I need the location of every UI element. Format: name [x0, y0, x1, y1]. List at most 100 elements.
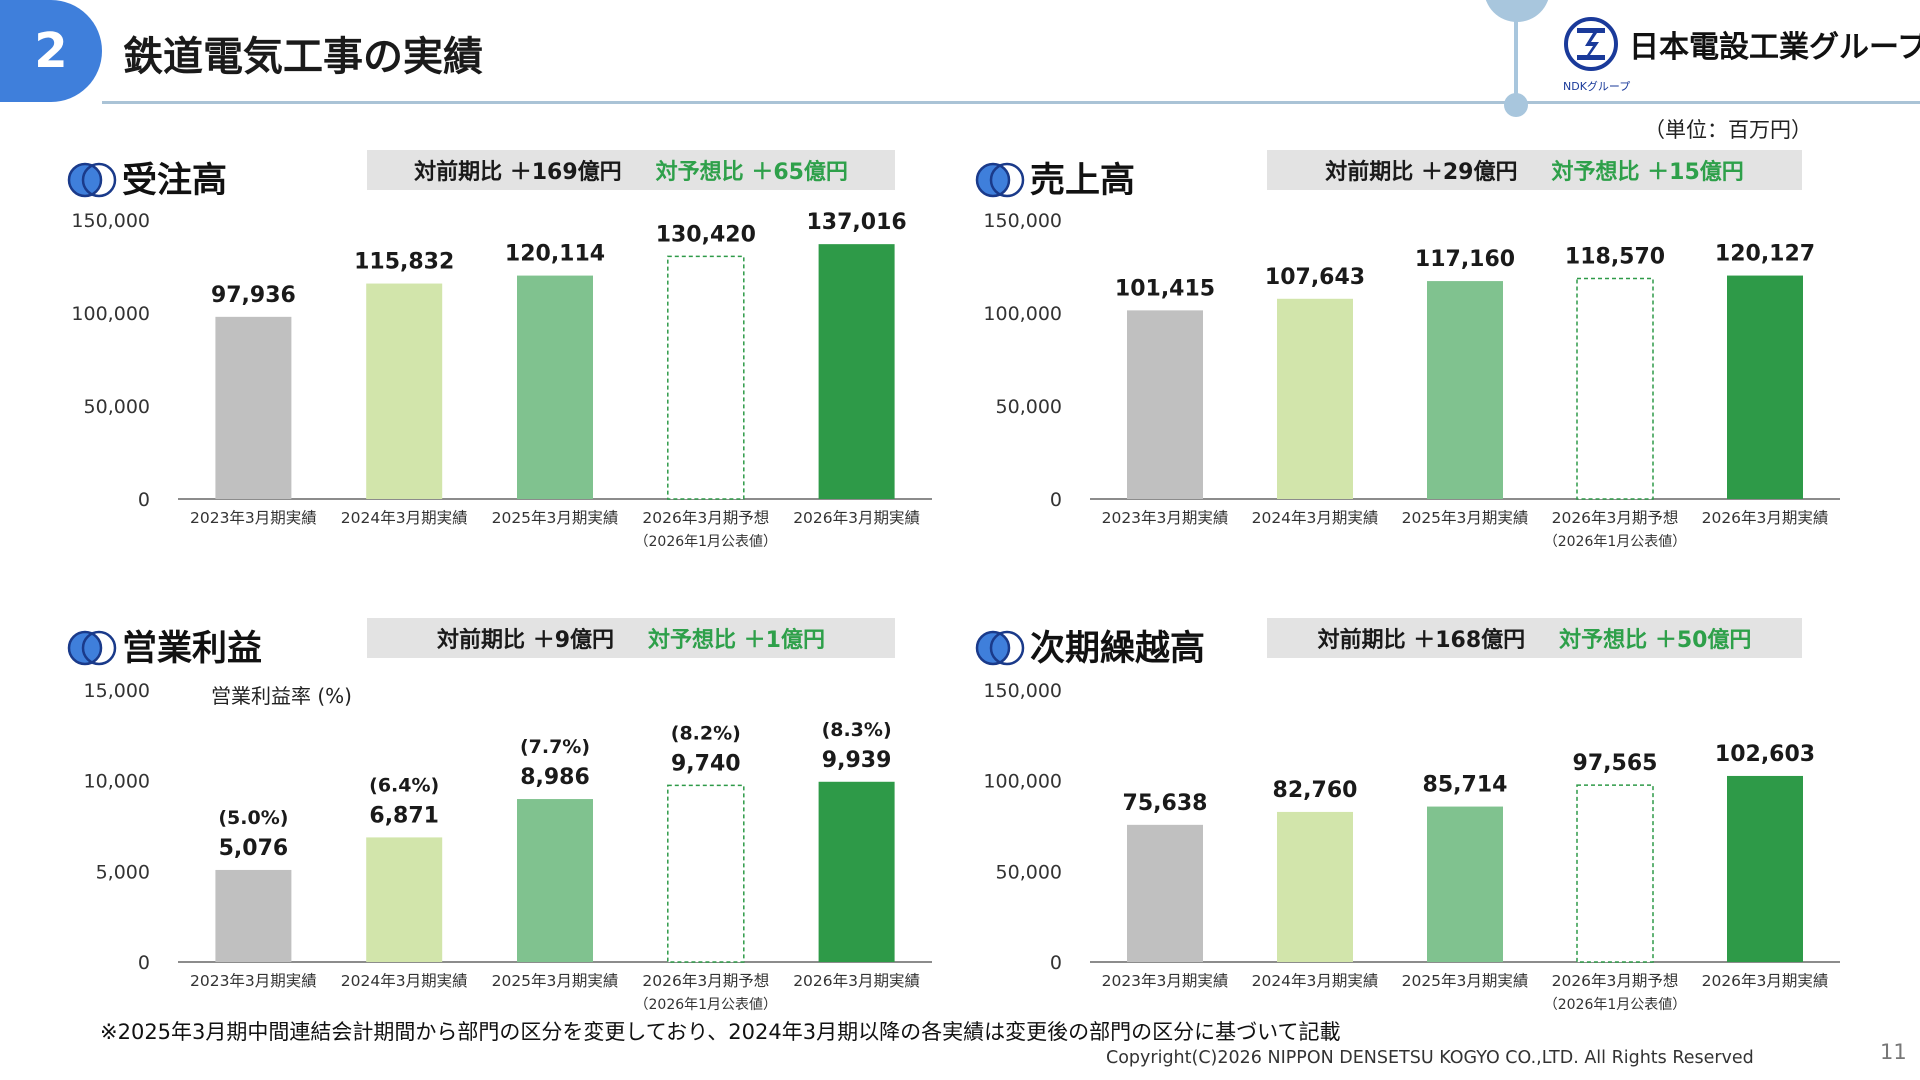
bar [1127, 310, 1203, 499]
x-category-sublabel: （2026年1月公表値） [1544, 534, 1687, 550]
bar [517, 275, 593, 499]
header-divider [102, 101, 1920, 104]
forecast-comparison: 対予想比 ＋15億円 [1551, 160, 1744, 185]
comparison-box: 対前期比 ＋168億円 対予想比 ＋50億円 [1267, 618, 1802, 658]
comparison-box: 対前期比 ＋169億円 対予想比 ＋65億円 [367, 150, 895, 190]
panel-title: 受注高 [122, 161, 228, 201]
double-circle-icon [975, 162, 1025, 198]
section-number: 2 [34, 23, 68, 79]
bar-forecast [667, 784, 745, 963]
operating-income-panel: 営業利益 対前期比 ＋9億円 対予想比 ＋1億円 0 5,000 10,000 15,… [66, 612, 946, 1032]
y-tick-label: 150,000 [983, 210, 1062, 232]
y-tick-label: 50,000 [996, 861, 1062, 883]
y-tick-label: 0 [1050, 489, 1062, 511]
page-number: 11 [1880, 1040, 1907, 1064]
forecast-comparison: 対予想比 ＋50億円 [1559, 628, 1752, 653]
y-tick-label: 50,000 [84, 396, 150, 418]
bar-value-label: 107,643 [1265, 265, 1365, 290]
x-category-label: 2026年3月期予想 [1552, 972, 1679, 990]
x-category-label: 2026年3月期実績 [793, 972, 920, 990]
bar [215, 869, 292, 962]
bar [1427, 281, 1503, 499]
header-decoration-dot [1504, 93, 1528, 117]
x-category-label: 2025年3月期実績 [1402, 509, 1529, 527]
bar [1727, 275, 1803, 499]
order-backlog-bar-chart: 0 50,000 100,000 150,000 75,638 2023年3月期実績 82,… [983, 680, 1840, 1013]
net-sales-bar-chart: 0 50,000 100,000 150,000 101,415 2023年3月期実績 10… [983, 210, 1840, 550]
margin-label: (7.7%) [520, 736, 590, 758]
bar-value-label: 5,076 [219, 836, 289, 861]
bar [1427, 806, 1503, 962]
header-decoration-stem [1514, 20, 1518, 102]
bar-value-label: 102,603 [1715, 742, 1815, 767]
bar [517, 799, 593, 962]
x-category-sublabel: （2026年1月公表値） [635, 997, 778, 1013]
company-logo-subtext: NDKグループ [1563, 80, 1631, 93]
footnote: ※2025年3月期中間連結会計期間から部門の区分を変更しており、2024年3月期… [100, 1020, 1341, 1044]
company-logo: 日本電設工業グループ NDKグループ [1563, 16, 1920, 93]
bar-value-label: 85,714 [1423, 773, 1508, 798]
bar-value-label: 120,114 [505, 242, 605, 267]
bar-forecast [667, 255, 745, 500]
copyright-notice: Copyright(C)2026 NIPPON DENSETSU KOGYO C… [1106, 1048, 1754, 1068]
margin-series-label: 営業利益率 (%) [211, 684, 352, 708]
x-category-label: 2023年3月期実績 [190, 509, 317, 527]
forecast-comparison: 対予想比 ＋1億円 [648, 628, 825, 653]
bar-value-label: 6,871 [369, 803, 439, 828]
operating-income-bar-chart: 0 5,000 10,000 15,000 営業利益率 (%) 5,076 (5.0%) 20… [84, 680, 932, 1013]
bar [1277, 811, 1353, 962]
bar [215, 316, 292, 499]
bar-value-label: 9,740 [671, 751, 741, 776]
y-tick-label: 100,000 [983, 303, 1062, 325]
bar [366, 837, 443, 962]
x-category-label: 2025年3月期実績 [492, 972, 619, 990]
x-category-label: 2026年3月期予想 [642, 972, 769, 990]
bar-value-label: 75,638 [1123, 791, 1208, 816]
margin-label: (8.3%) [822, 719, 892, 741]
bar [1277, 298, 1353, 499]
y-tick-label: 50,000 [996, 396, 1062, 418]
double-circle-icon [67, 162, 117, 198]
unit-note: （単位：百万円） [1644, 118, 1812, 142]
panel-title: 営業利益 [122, 629, 263, 669]
bar-value-label: 137,016 [806, 210, 906, 235]
company-logo-text: 日本電設工業グループ [1629, 30, 1920, 65]
x-category-label: 2024年3月期実績 [341, 972, 468, 990]
x-category-label: 2023年3月期実績 [190, 972, 317, 990]
prev-year-comparison: 対前期比 ＋168億円 [1317, 628, 1526, 653]
panel-title: 売上高 [1030, 161, 1136, 201]
double-circle-icon [67, 630, 117, 666]
x-category-label: 2023年3月期実績 [1102, 972, 1229, 990]
x-category-label: 2024年3月期実績 [1252, 509, 1379, 527]
comparison-box: 対前期比 ＋29億円 対予想比 ＋15億円 [1267, 150, 1802, 190]
y-tick-label: 0 [1050, 952, 1062, 974]
x-category-label: 2026年3月期実績 [1702, 972, 1829, 990]
bar-value-label: 101,415 [1115, 276, 1215, 301]
x-category-sublabel: （2026年1月公表値） [635, 534, 778, 550]
x-category-label: 2024年3月期実績 [341, 509, 468, 527]
x-category-label: 2025年3月期実績 [1402, 972, 1529, 990]
bar [366, 283, 443, 499]
y-tick-label: 150,000 [983, 680, 1062, 702]
prev-year-comparison: 対前期比 ＋29億円 [1325, 160, 1518, 185]
bar-value-label: 8,986 [520, 765, 590, 790]
y-tick-label: 100,000 [71, 303, 150, 325]
y-tick-label: 0 [138, 489, 150, 511]
x-category-label: 2024年3月期実績 [1252, 972, 1379, 990]
bar-value-label: 115,832 [354, 250, 454, 275]
company-logo-mark-icon [1564, 17, 1618, 71]
x-category-label: 2026年3月期予想 [1552, 509, 1679, 527]
x-category-label: 2026年3月期実績 [793, 509, 920, 527]
prev-year-comparison: 対前期比 ＋9億円 [437, 628, 614, 653]
y-tick-label: 100,000 [983, 771, 1062, 793]
bar-value-label: 97,936 [211, 283, 296, 308]
bar-value-label: 9,939 [822, 748, 892, 773]
prev-year-comparison: 対前期比 ＋169億円 [414, 160, 622, 185]
bar [818, 244, 895, 499]
x-category-label: 2026年3月期実績 [1702, 509, 1829, 527]
bar-forecast [1576, 784, 1654, 963]
bar-value-label: 118,570 [1565, 244, 1665, 269]
bar-value-label: 130,420 [656, 222, 756, 247]
page-title: 鉄道電気工事の実績 [123, 34, 483, 80]
orders-received-panel: 受注高 対前期比 ＋169億円 対予想比 ＋65億円 0 50,000 100,00… [66, 144, 946, 564]
